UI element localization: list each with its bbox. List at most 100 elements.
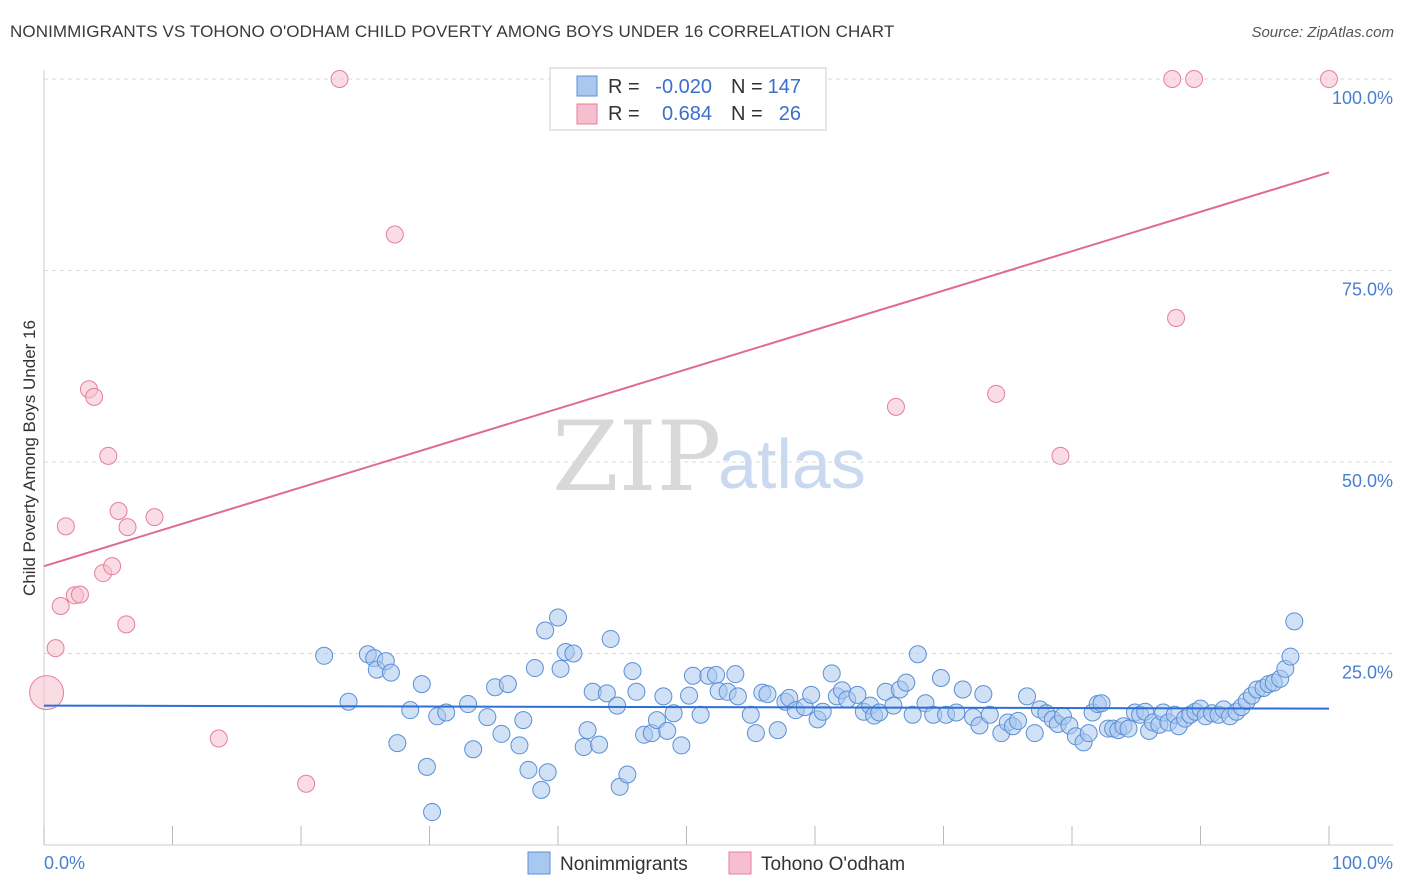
tohono-point [99, 446, 118, 465]
nonimmigrants-point [315, 646, 334, 665]
nonimmigrants-point [746, 724, 765, 743]
tohono-point [109, 502, 128, 521]
legend-n-value-1: 147 [768, 76, 801, 98]
tohono-point [145, 508, 164, 527]
nonimmigrants-point [618, 765, 637, 784]
nonimmigrants-point [680, 686, 699, 705]
nonimmigrants-point [514, 711, 533, 730]
nonimmigrants-point [498, 675, 517, 694]
x-tick-label-left: 0.0% [44, 853, 85, 873]
nonimmigrants-point [947, 703, 966, 722]
y-axis-label: Child Poverty Among Boys Under 16 [20, 320, 39, 596]
nonimmigrants-point [423, 803, 442, 822]
bottom-legend-label-nonimmigrants: Nonimmigrants [560, 854, 688, 875]
nonimmigrants-point [1025, 724, 1044, 743]
nonimmigrants-point [848, 685, 867, 704]
nonimmigrants-point [525, 659, 544, 678]
watermark: ZIP atlas [552, 401, 866, 513]
x-ticks [43, 826, 1330, 845]
nonimmigrants-point [1281, 647, 1300, 666]
nonimmigrants-point [802, 685, 821, 704]
tohono-point [51, 597, 70, 616]
y-tick-label: 25.0% [1342, 663, 1393, 683]
tohono-point [29, 675, 65, 711]
tohono-point [56, 517, 75, 536]
nonimmigrants-point [590, 735, 609, 754]
nonimmigrants-point [1079, 724, 1098, 743]
nonimmigrants-point [492, 724, 511, 743]
nonimmigrants-point [664, 704, 683, 723]
legend-n-label-1: N = [731, 76, 763, 98]
nonimmigrants-point [728, 687, 747, 706]
nonimmigrants-point [381, 663, 400, 682]
nonimmigrants-point [536, 621, 555, 640]
bottom-legend-label-tohono: Tohono O'odham [761, 854, 905, 875]
nonimmigrants-point [1285, 612, 1304, 631]
nonimmigrants-point [597, 684, 616, 703]
nonimmigrants-point [417, 757, 436, 776]
nonimmigrants-point [551, 659, 570, 678]
legend-r-value-1: -0.020 [655, 76, 712, 98]
tohono-point [297, 774, 316, 793]
nonimmigrants-point [1009, 711, 1028, 730]
nonimmigrants-point [726, 665, 745, 684]
tohono-point [1163, 70, 1182, 88]
nonimmigrants-point [510, 736, 529, 755]
tohono-point [1051, 446, 1070, 465]
nonimmigrants-point [691, 705, 710, 724]
tohono-point [330, 70, 349, 88]
tohono-point [209, 729, 228, 748]
nonimmigrants-point [478, 708, 497, 727]
nonimmigrants-point [707, 665, 726, 684]
nonimmigrants-point [908, 645, 927, 664]
nonimmigrants-point [459, 695, 478, 714]
nonimmigrants-point [974, 685, 993, 704]
nonimmigrants-point [822, 664, 841, 683]
nonimmigrants-point [601, 629, 620, 648]
legend-r-label-2: R = [608, 103, 640, 125]
watermark-zip: ZIP [552, 401, 721, 513]
nonimmigrants-point [903, 705, 922, 724]
legend-r-label-1: R = [608, 76, 640, 98]
stats-legend: R = -0.020 N = 147 R = 0.684 N = 26 [549, 67, 827, 131]
nonimmigrants-point [931, 669, 950, 688]
source-label: Source: ZipAtlas.com [1251, 24, 1394, 41]
series-legend: Nonimmigrants Tohono O'odham [527, 851, 905, 875]
tohono-point [70, 585, 89, 604]
nonimmigrants-point [1092, 694, 1111, 713]
nonimmigrants-point [578, 721, 597, 740]
nonimmigrants-point [813, 702, 832, 721]
nonimmigrants-points [315, 608, 1304, 822]
nonimmigrants-point [339, 692, 358, 711]
nonimmigrants-point [574, 737, 593, 756]
tohono-point [1167, 308, 1186, 327]
y-tick-label: 100.0% [1332, 88, 1393, 108]
nonimmigrants-point [768, 721, 787, 740]
nonimmigrants-point [532, 780, 551, 799]
nonimmigrants-point [608, 696, 627, 715]
nonimmigrants-point [623, 662, 642, 681]
nonimmigrants-point [549, 608, 567, 627]
nonimmigrants-point [683, 666, 702, 685]
nonimmigrants-point [672, 736, 691, 755]
tohono-trendline [43, 171, 1330, 568]
nonimmigrants-point [538, 763, 557, 782]
nonimmigrants-point [897, 673, 916, 692]
nonimmigrants-point [1018, 687, 1037, 706]
tohono-point [46, 639, 65, 658]
tohono-point [987, 384, 1006, 403]
nonimmigrants-point [564, 644, 583, 663]
x-tick-label-right: 100.0% [1332, 853, 1393, 873]
nonimmigrants-point [388, 734, 407, 753]
tohono-point [1185, 70, 1204, 88]
watermark-atlas: atlas [718, 425, 866, 503]
tohono-point [85, 387, 104, 406]
y-tick-label: 75.0% [1342, 280, 1393, 300]
tohono-point [385, 225, 404, 244]
y-tick-label: 50.0% [1342, 471, 1393, 491]
nonimmigrants-point [953, 680, 972, 699]
legend-r-value-2: 0.684 [662, 103, 712, 125]
nonimmigrants-point [980, 705, 999, 724]
bottom-legend-swatch-nonimmigrants [527, 851, 551, 875]
tohono-point [1320, 70, 1338, 88]
